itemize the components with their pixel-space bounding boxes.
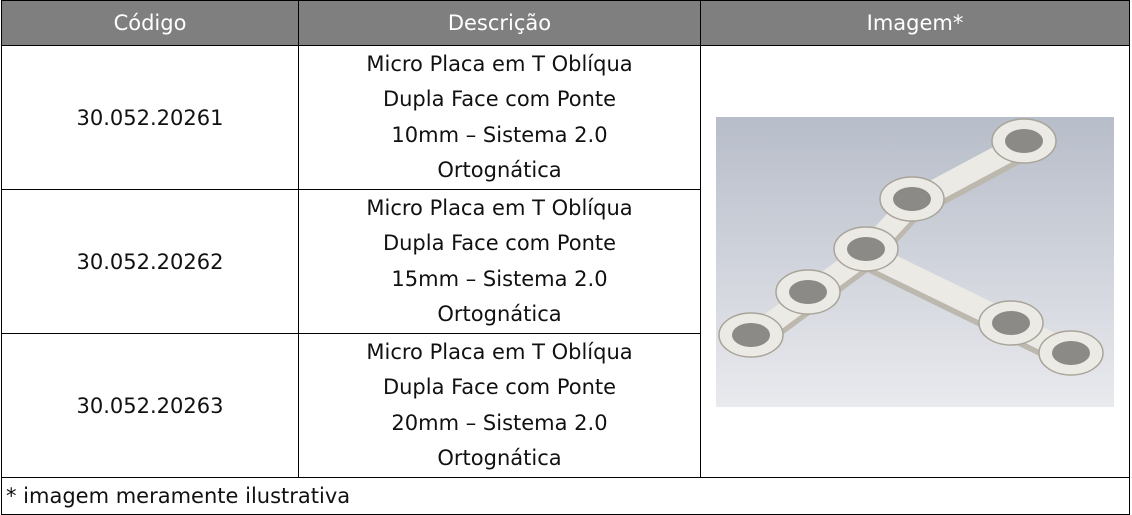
product-image: [716, 116, 1114, 407]
header-cell: Descrição: [298, 0, 701, 46]
description-line: Dupla Face com Ponte: [382, 231, 617, 255]
row: 30.052.20262 Micro Placa em T Oblíqua Du…: [1, 189, 1130, 334]
description-line: Dupla Face com Ponte: [382, 375, 617, 399]
description-line: 20mm – Sistema 2.0: [391, 410, 608, 435]
description-cell: Micro Placa em T Oblíqua Dupla Face com …: [298, 333, 701, 478]
header-row: Código Descrição Imagem*: [1, 0, 1130, 46]
footnote-row: * imagem meramente ilustrativa: [1, 477, 1130, 515]
description-line: 10mm – Sistema 2.0: [391, 122, 608, 147]
footnote: * imagem meramente ilustrativa: [1, 477, 1130, 515]
description-cell: Micro Placa em T Oblíqua Dupla Face com …: [298, 45, 701, 190]
description-line: Ortognática: [437, 302, 562, 326]
header-cell: Imagem*: [700, 0, 1130, 46]
description-line: Micro Placa em T Oblíqua: [366, 195, 633, 220]
description-line: Ortognática: [437, 446, 562, 470]
code-cell: 30.052.20263: [1, 333, 299, 478]
code-cell: 30.052.20262: [1, 189, 299, 334]
header-cell: Código: [1, 0, 299, 46]
code-cell: 30.052.20261: [1, 45, 299, 190]
description-line: Micro Placa em T Oblíqua: [366, 51, 633, 76]
image-cell: [700, 45, 1130, 478]
description-line: Dupla Face com Ponte: [382, 87, 617, 111]
description-cell: Micro Placa em T Oblíqua Dupla Face com …: [298, 189, 701, 334]
description-line: 15mm – Sistema 2.0: [391, 266, 608, 291]
row: 30.052.20261 Micro Placa em T Oblíqua Du…: [1, 45, 1130, 478]
description-line: Ortognática: [437, 158, 562, 182]
row: 30.052.20263 Micro Placa em T Oblíqua Du…: [1, 333, 1130, 478]
description-line: Micro Placa em T Oblíqua: [366, 339, 633, 364]
